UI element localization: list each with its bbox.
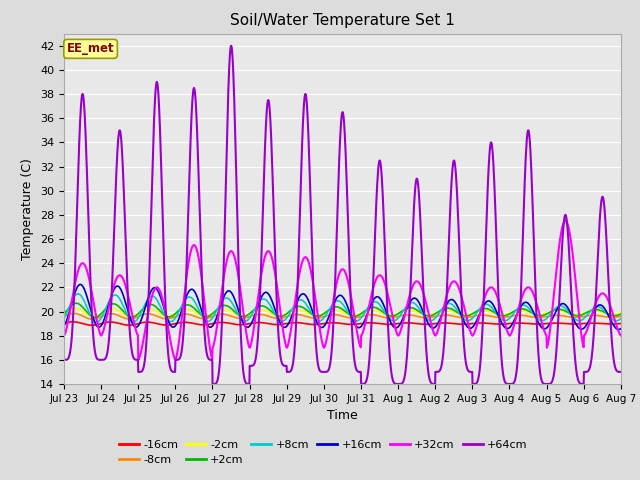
+16cm [615,326,623,332]
-2cm [269,311,276,317]
-2cm [93,313,100,319]
Line: -2cm: -2cm [64,309,621,317]
+16cm [287,314,295,320]
+2cm [441,306,449,312]
+8cm [617,316,625,322]
+2cm [291,305,298,311]
+2cm [269,310,276,316]
+8cm [441,303,449,309]
+64cm [617,369,625,375]
+32cm [617,333,625,338]
Title: Soil/Water Temperature Set 1: Soil/Water Temperature Set 1 [230,13,455,28]
+16cm [179,303,187,309]
+64cm [92,353,100,359]
+16cm [60,323,68,329]
Line: +32cm: +32cm [64,221,621,360]
-8cm [60,314,68,320]
-16cm [70,319,77,324]
+16cm [617,326,625,332]
+16cm [77,282,84,288]
+16cm [92,322,100,328]
Line: +8cm: +8cm [64,294,621,322]
+64cm [179,338,187,344]
+2cm [617,311,625,317]
+2cm [93,314,100,320]
+32cm [440,302,448,308]
Y-axis label: Temperature (C): Temperature (C) [22,158,35,260]
+64cm [227,43,235,48]
+2cm [72,300,80,306]
+32cm [561,218,569,224]
+8cm [291,302,298,308]
+2cm [180,303,188,309]
-2cm [617,310,625,316]
+2cm [288,307,296,312]
Line: -8cm: -8cm [64,313,621,319]
+8cm [180,300,188,305]
+8cm [92,319,100,325]
+8cm [74,291,82,297]
Line: -16cm: -16cm [64,322,621,325]
+8cm [60,315,68,321]
X-axis label: Time: Time [327,409,358,422]
+64cm [441,332,449,337]
-2cm [60,311,68,317]
+32cm [291,304,298,310]
-16cm [291,320,298,325]
-8cm [70,311,77,316]
+16cm [291,306,298,312]
+8cm [269,307,276,313]
-16cm [60,321,68,326]
+2cm [91,314,99,320]
+32cm [269,258,276,264]
-16cm [93,322,100,328]
Line: +2cm: +2cm [64,303,621,317]
+64cm [288,366,296,372]
-8cm [88,316,96,322]
Line: +16cm: +16cm [64,285,621,329]
+32cm [287,324,295,329]
Line: +64cm: +64cm [64,46,621,384]
-16cm [269,322,276,327]
+32cm [60,333,68,338]
+64cm [269,184,276,190]
Text: EE_met: EE_met [67,42,115,55]
-8cm [617,313,625,319]
-8cm [441,312,449,318]
Legend: -16cm, -8cm, -2cm, +2cm, +8cm, +16cm, +32cm, +64cm: -16cm, -8cm, -2cm, +2cm, +8cm, +16cm, +3… [114,435,532,469]
+64cm [209,381,216,387]
+32cm [92,312,100,318]
-2cm [291,308,298,313]
+16cm [269,300,276,305]
+64cm [291,346,298,351]
-16cm [617,321,625,326]
-2cm [441,308,449,313]
-16cm [88,323,96,328]
-16cm [288,320,296,326]
+32cm [179,302,187,308]
+2cm [60,311,68,317]
+64cm [60,357,68,363]
-8cm [93,316,100,322]
-2cm [71,306,79,312]
-8cm [269,315,276,321]
+32cm [134,357,142,363]
-16cm [441,320,449,326]
-16cm [180,319,188,325]
-8cm [288,312,296,318]
-2cm [180,307,188,312]
-8cm [180,311,188,317]
-2cm [288,308,296,314]
-8cm [291,312,298,317]
+8cm [288,307,296,312]
-2cm [90,314,97,320]
+8cm [93,319,100,325]
+16cm [440,306,448,312]
